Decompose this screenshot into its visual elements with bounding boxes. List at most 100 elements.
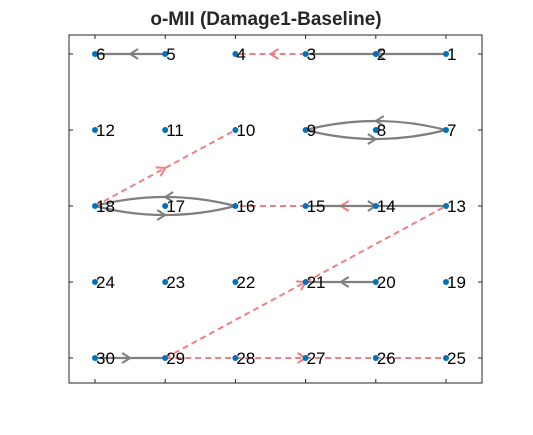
edge-3-to-4 [235, 48, 306, 60]
edge-7-to-9 [305, 115, 447, 132]
arrowhead-icon [268, 48, 280, 60]
node-label: 24 [96, 273, 115, 292]
axis-ticks [69, 35, 482, 383]
node-label: 13 [447, 197, 466, 216]
node-23: 23 [162, 273, 185, 292]
node-marker [372, 279, 379, 285]
node-label: 28 [236, 349, 255, 368]
node-marker [162, 127, 169, 133]
node-marker [162, 203, 169, 209]
node-marker [302, 203, 309, 209]
node-label: 25 [447, 349, 466, 368]
node-label: 11 [166, 121, 184, 140]
edges-layer [94, 48, 447, 364]
arrowhead-icon [121, 352, 132, 364]
node-20: 20 [372, 273, 396, 292]
node-label: 5 [166, 45, 175, 64]
node-19: 19 [443, 273, 466, 292]
node-10: 10 [232, 121, 255, 140]
node-marker [443, 51, 449, 57]
node-marker [372, 51, 379, 57]
node-label: 15 [307, 197, 326, 216]
node-5: 5 [162, 45, 176, 64]
arrowhead-icon [373, 115, 385, 127]
edge-30-to-29 [95, 352, 166, 364]
node-marker [92, 203, 98, 209]
node-label: 30 [96, 349, 115, 368]
node-label: 29 [166, 349, 185, 368]
node-label: 22 [236, 273, 255, 292]
node-marker [162, 51, 169, 57]
node-27: 27 [302, 349, 326, 368]
node-label: 26 [377, 349, 396, 368]
node-marker [302, 51, 309, 57]
node-7: 7 [443, 121, 456, 140]
node-13: 13 [443, 197, 466, 216]
node-label: 7 [447, 121, 456, 140]
edge-18-to-10 [94, 129, 236, 207]
node-marker [372, 355, 379, 361]
node-label: 14 [377, 197, 396, 216]
dashed-edge-line [164, 205, 447, 359]
node-6: 6 [92, 45, 105, 64]
node-marker [443, 279, 449, 285]
node-17: 17 [162, 197, 185, 216]
arrowhead-icon [367, 133, 378, 145]
axes-box [68, 34, 483, 384]
node-label: 12 [96, 121, 115, 140]
figure-title: o-MII (Damage1-Baseline) [150, 9, 381, 30]
arrowhead-icon [155, 166, 167, 177]
node-22: 22 [232, 273, 255, 292]
dashed-edge-line [94, 129, 236, 207]
node-label: 18 [96, 197, 115, 216]
node-8: 8 [372, 121, 386, 140]
node-label: 3 [307, 45, 316, 64]
nodes-layer: 1234567891011121314151617181920212223242… [92, 45, 466, 368]
arrowhead-icon [156, 209, 168, 221]
arrowhead-icon [163, 191, 174, 203]
node-marker [443, 127, 449, 133]
node-14: 14 [372, 197, 396, 216]
node-11: 11 [162, 121, 184, 140]
node-marker [92, 127, 98, 133]
node-marker [232, 51, 239, 57]
node-marker [443, 203, 449, 209]
node-16: 16 [232, 197, 255, 216]
node-label: 19 [447, 273, 466, 292]
edge-20-to-21 [305, 276, 376, 288]
node-29: 29 [162, 349, 185, 368]
node-marker [302, 127, 309, 133]
node-2: 2 [372, 45, 386, 64]
node-marker [372, 127, 379, 133]
arrowhead-icon [128, 48, 139, 60]
node-3: 3 [302, 45, 316, 64]
node-label: 16 [236, 197, 255, 216]
node-18: 18 [92, 197, 115, 216]
node-label: 1 [447, 45, 456, 64]
node-marker [232, 355, 239, 361]
node-marker [92, 355, 98, 361]
edge-5-to-6 [95, 48, 166, 60]
node-marker [443, 355, 449, 361]
node-marker [162, 279, 169, 285]
node-21: 21 [302, 273, 326, 292]
node-12: 12 [92, 121, 115, 140]
node-marker [232, 127, 239, 133]
node-30: 30 [92, 349, 115, 368]
node-15: 15 [302, 197, 326, 216]
node-26: 26 [372, 349, 396, 368]
edge-9-to-7 [305, 128, 447, 145]
node-label: 17 [166, 197, 185, 216]
node-marker [162, 355, 169, 361]
node-marker [302, 279, 309, 285]
node-4: 4 [232, 45, 246, 64]
node-label: 27 [307, 349, 326, 368]
node-label: 4 [236, 45, 245, 64]
node-label: 2 [377, 45, 386, 64]
node-label: 10 [236, 121, 255, 140]
node-label: 6 [96, 45, 105, 64]
node-marker [372, 203, 379, 209]
node-marker [232, 279, 239, 285]
node-marker [232, 203, 239, 209]
